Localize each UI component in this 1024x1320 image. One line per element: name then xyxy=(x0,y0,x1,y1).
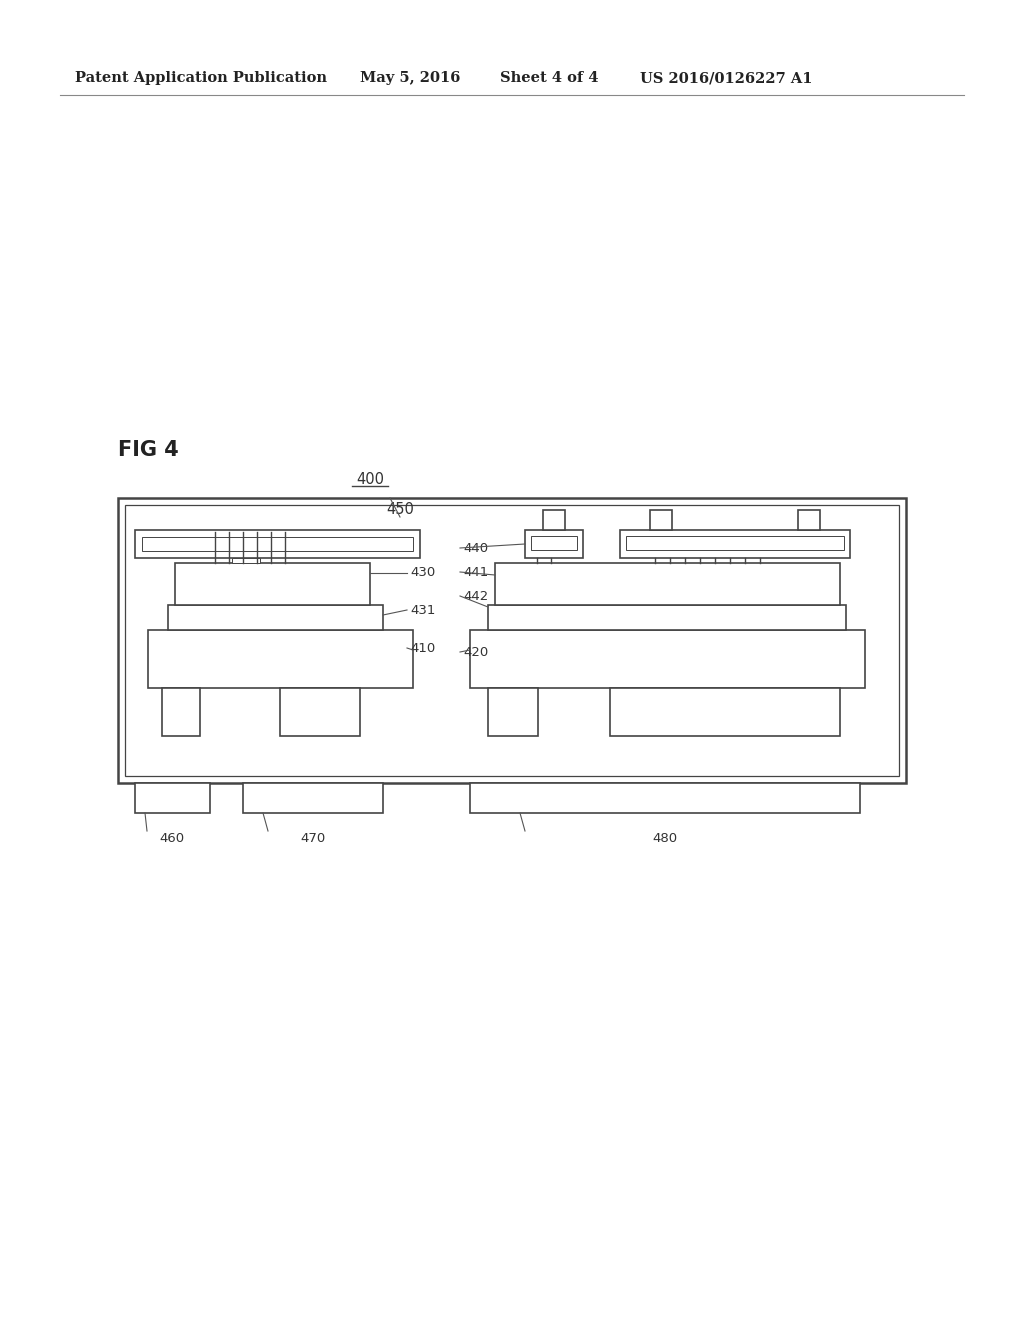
Bar xyxy=(798,510,820,531)
Bar xyxy=(175,564,370,605)
Bar xyxy=(531,536,577,550)
Bar xyxy=(626,536,844,550)
Text: FIG 4: FIG 4 xyxy=(118,440,179,459)
Bar xyxy=(620,531,850,558)
Text: 410: 410 xyxy=(410,642,435,655)
Text: 431: 431 xyxy=(410,603,435,616)
Text: 470: 470 xyxy=(300,832,326,845)
Bar xyxy=(610,688,840,737)
Bar xyxy=(232,558,260,564)
Bar xyxy=(543,510,565,531)
Bar xyxy=(525,531,583,558)
Text: 400: 400 xyxy=(356,473,384,487)
Bar xyxy=(118,498,906,783)
Bar xyxy=(470,630,865,688)
Text: Sheet 4 of 4: Sheet 4 of 4 xyxy=(500,71,598,84)
Bar xyxy=(135,531,420,558)
Bar xyxy=(142,537,413,550)
Bar xyxy=(135,783,210,813)
Bar xyxy=(470,783,860,813)
Text: 420: 420 xyxy=(463,645,488,659)
Bar xyxy=(148,630,413,688)
Text: Patent Application Publication: Patent Application Publication xyxy=(75,71,327,84)
Bar xyxy=(280,688,360,737)
Bar xyxy=(495,564,840,605)
Text: 450: 450 xyxy=(386,503,414,517)
Bar xyxy=(650,510,672,531)
Bar xyxy=(488,688,538,737)
Text: US 2016/0126227 A1: US 2016/0126227 A1 xyxy=(640,71,812,84)
Text: 440: 440 xyxy=(463,541,488,554)
Bar xyxy=(488,605,846,630)
Text: May 5, 2016: May 5, 2016 xyxy=(360,71,461,84)
Text: 430: 430 xyxy=(410,566,435,579)
Text: 480: 480 xyxy=(652,832,678,845)
Bar xyxy=(162,688,200,737)
Text: 460: 460 xyxy=(160,832,184,845)
Text: 442: 442 xyxy=(463,590,488,602)
Bar xyxy=(168,605,383,630)
Text: 441: 441 xyxy=(463,565,488,578)
Bar xyxy=(243,783,383,813)
Bar xyxy=(125,506,899,776)
